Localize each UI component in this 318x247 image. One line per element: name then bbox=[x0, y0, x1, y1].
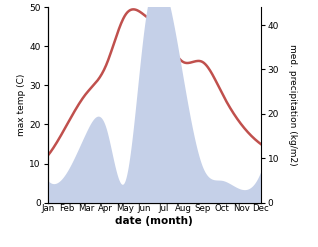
X-axis label: date (month): date (month) bbox=[115, 216, 193, 226]
Y-axis label: max temp (C): max temp (C) bbox=[17, 74, 26, 136]
Y-axis label: med. precipitation (kg/m2): med. precipitation (kg/m2) bbox=[287, 44, 297, 166]
